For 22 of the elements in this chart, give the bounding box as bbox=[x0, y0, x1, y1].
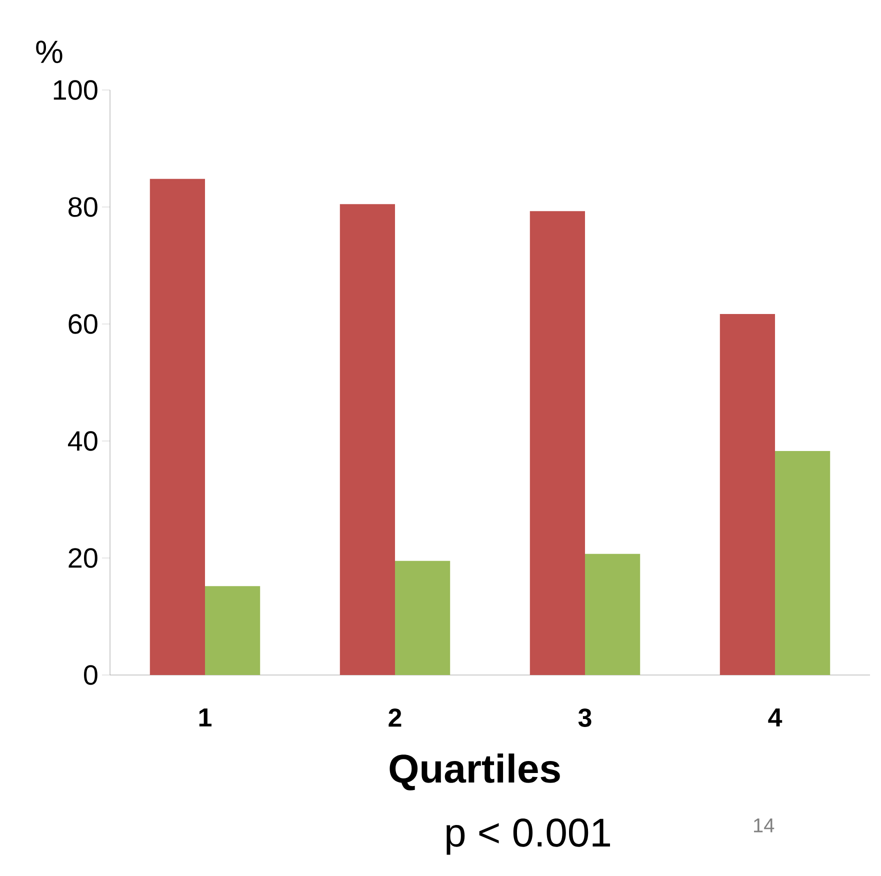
text: p < 0.001 bbox=[446, 818, 610, 855]
bar bbox=[585, 554, 640, 675]
x-tick-label: 1 bbox=[199, 708, 212, 726]
bar bbox=[530, 211, 586, 675]
y-tick-label: 100 bbox=[54, 80, 98, 100]
x-tick-label: 4 bbox=[768, 708, 782, 726]
y-tick-label: 0 bbox=[84, 665, 98, 685]
bar bbox=[150, 178, 205, 675]
bar bbox=[775, 450, 830, 675]
x-axis-title: Quartiles bbox=[390, 754, 560, 790]
y-tick-label: 80 bbox=[68, 197, 98, 217]
bar bbox=[205, 586, 260, 675]
bar bbox=[340, 204, 396, 675]
y-tick-label: 40 bbox=[68, 431, 98, 451]
bar bbox=[720, 314, 776, 675]
y-tick-label: 20 bbox=[68, 548, 98, 568]
bar bbox=[395, 560, 450, 675]
y-axis-title: % bbox=[36, 40, 62, 64]
x-tick-label: 3 bbox=[578, 708, 592, 727]
x-tick-label: 2 bbox=[388, 708, 402, 727]
y-tick-label: 60 bbox=[68, 314, 98, 334]
text: 14 bbox=[754, 818, 774, 832]
